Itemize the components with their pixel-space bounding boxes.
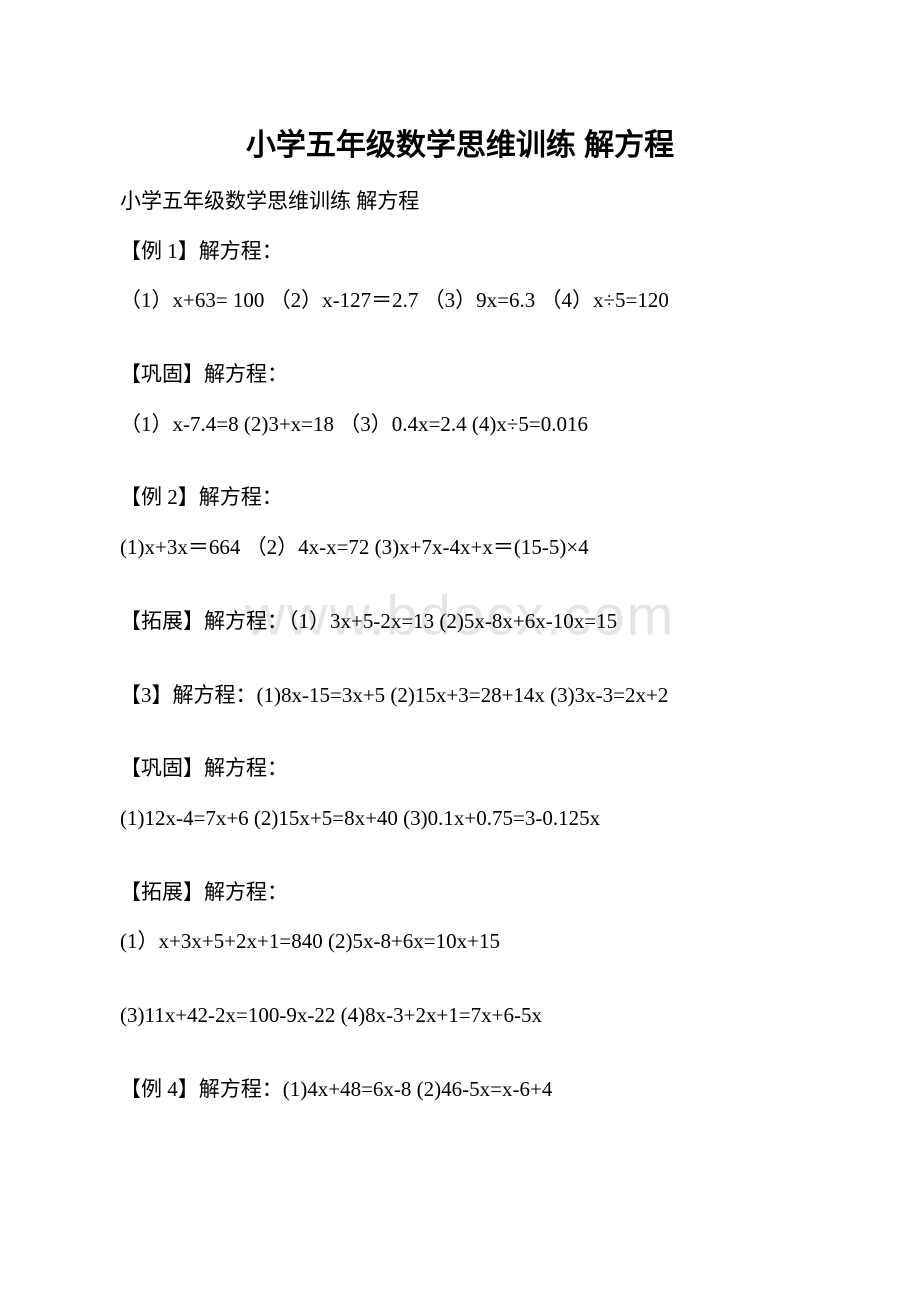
text-line: 【例 2】解方程：: [120, 480, 800, 516]
spacer: [120, 1048, 800, 1072]
text-line: 【拓展】解方程：（1）3x+5-2x=13 (2)5x-8x+6x-10x=15: [120, 604, 800, 640]
text-line: 【例 4】解方程：(1)4x+48=6x-8 (2)46-5x=x-6+4: [120, 1072, 800, 1108]
text-line: （1）x-7.4=8 (2)3+x=18 （3）0.4x=2.4 (4)x÷5=…: [120, 407, 800, 443]
text-line: 【3】解方程：(1)8x-15=3x+5 (2)15x+3=28+14x (3)…: [120, 678, 800, 714]
spacer: [120, 333, 800, 357]
spacer: [120, 851, 800, 875]
text-line: (3)11x+42-2x=100-9x-22 (4)8x-3+2x+1=7x+6…: [120, 998, 800, 1034]
subtitle: 小学五年级数学思维训练 解方程: [120, 184, 800, 220]
text-line: (1)12x-4=7x+6 (2)15x+5=8x+40 (3)0.1x+0.7…: [120, 801, 800, 837]
text-line: （1）x+63= 100 （2）x-127＝2.7 （3）9x=6.3 （4）x…: [120, 283, 800, 319]
document-content: 小学五年级数学思维训练 解方程 小学五年级数学思维训练 解方程 【例 1】解方程…: [120, 120, 800, 1107]
text-line: (1）x+3x+5+2x+1=840 (2)5x-8+6x=10x+15: [120, 924, 800, 960]
text-line: (1)x+3x＝664 （2）4x-x=72 (3)x+7x-4x+x＝(15-…: [120, 530, 800, 566]
text-line: 【巩固】解方程：: [120, 357, 800, 393]
spacer: [120, 456, 800, 480]
text-line: 【例 1】解方程：: [120, 234, 800, 270]
spacer: [120, 727, 800, 751]
page-title: 小学五年级数学思维训练 解方程: [120, 120, 800, 164]
spacer: [120, 580, 800, 604]
spacer: [120, 654, 800, 678]
text-line: 【拓展】解方程：: [120, 875, 800, 911]
spacer: [120, 974, 800, 998]
text-line: 【巩固】解方程：: [120, 751, 800, 787]
